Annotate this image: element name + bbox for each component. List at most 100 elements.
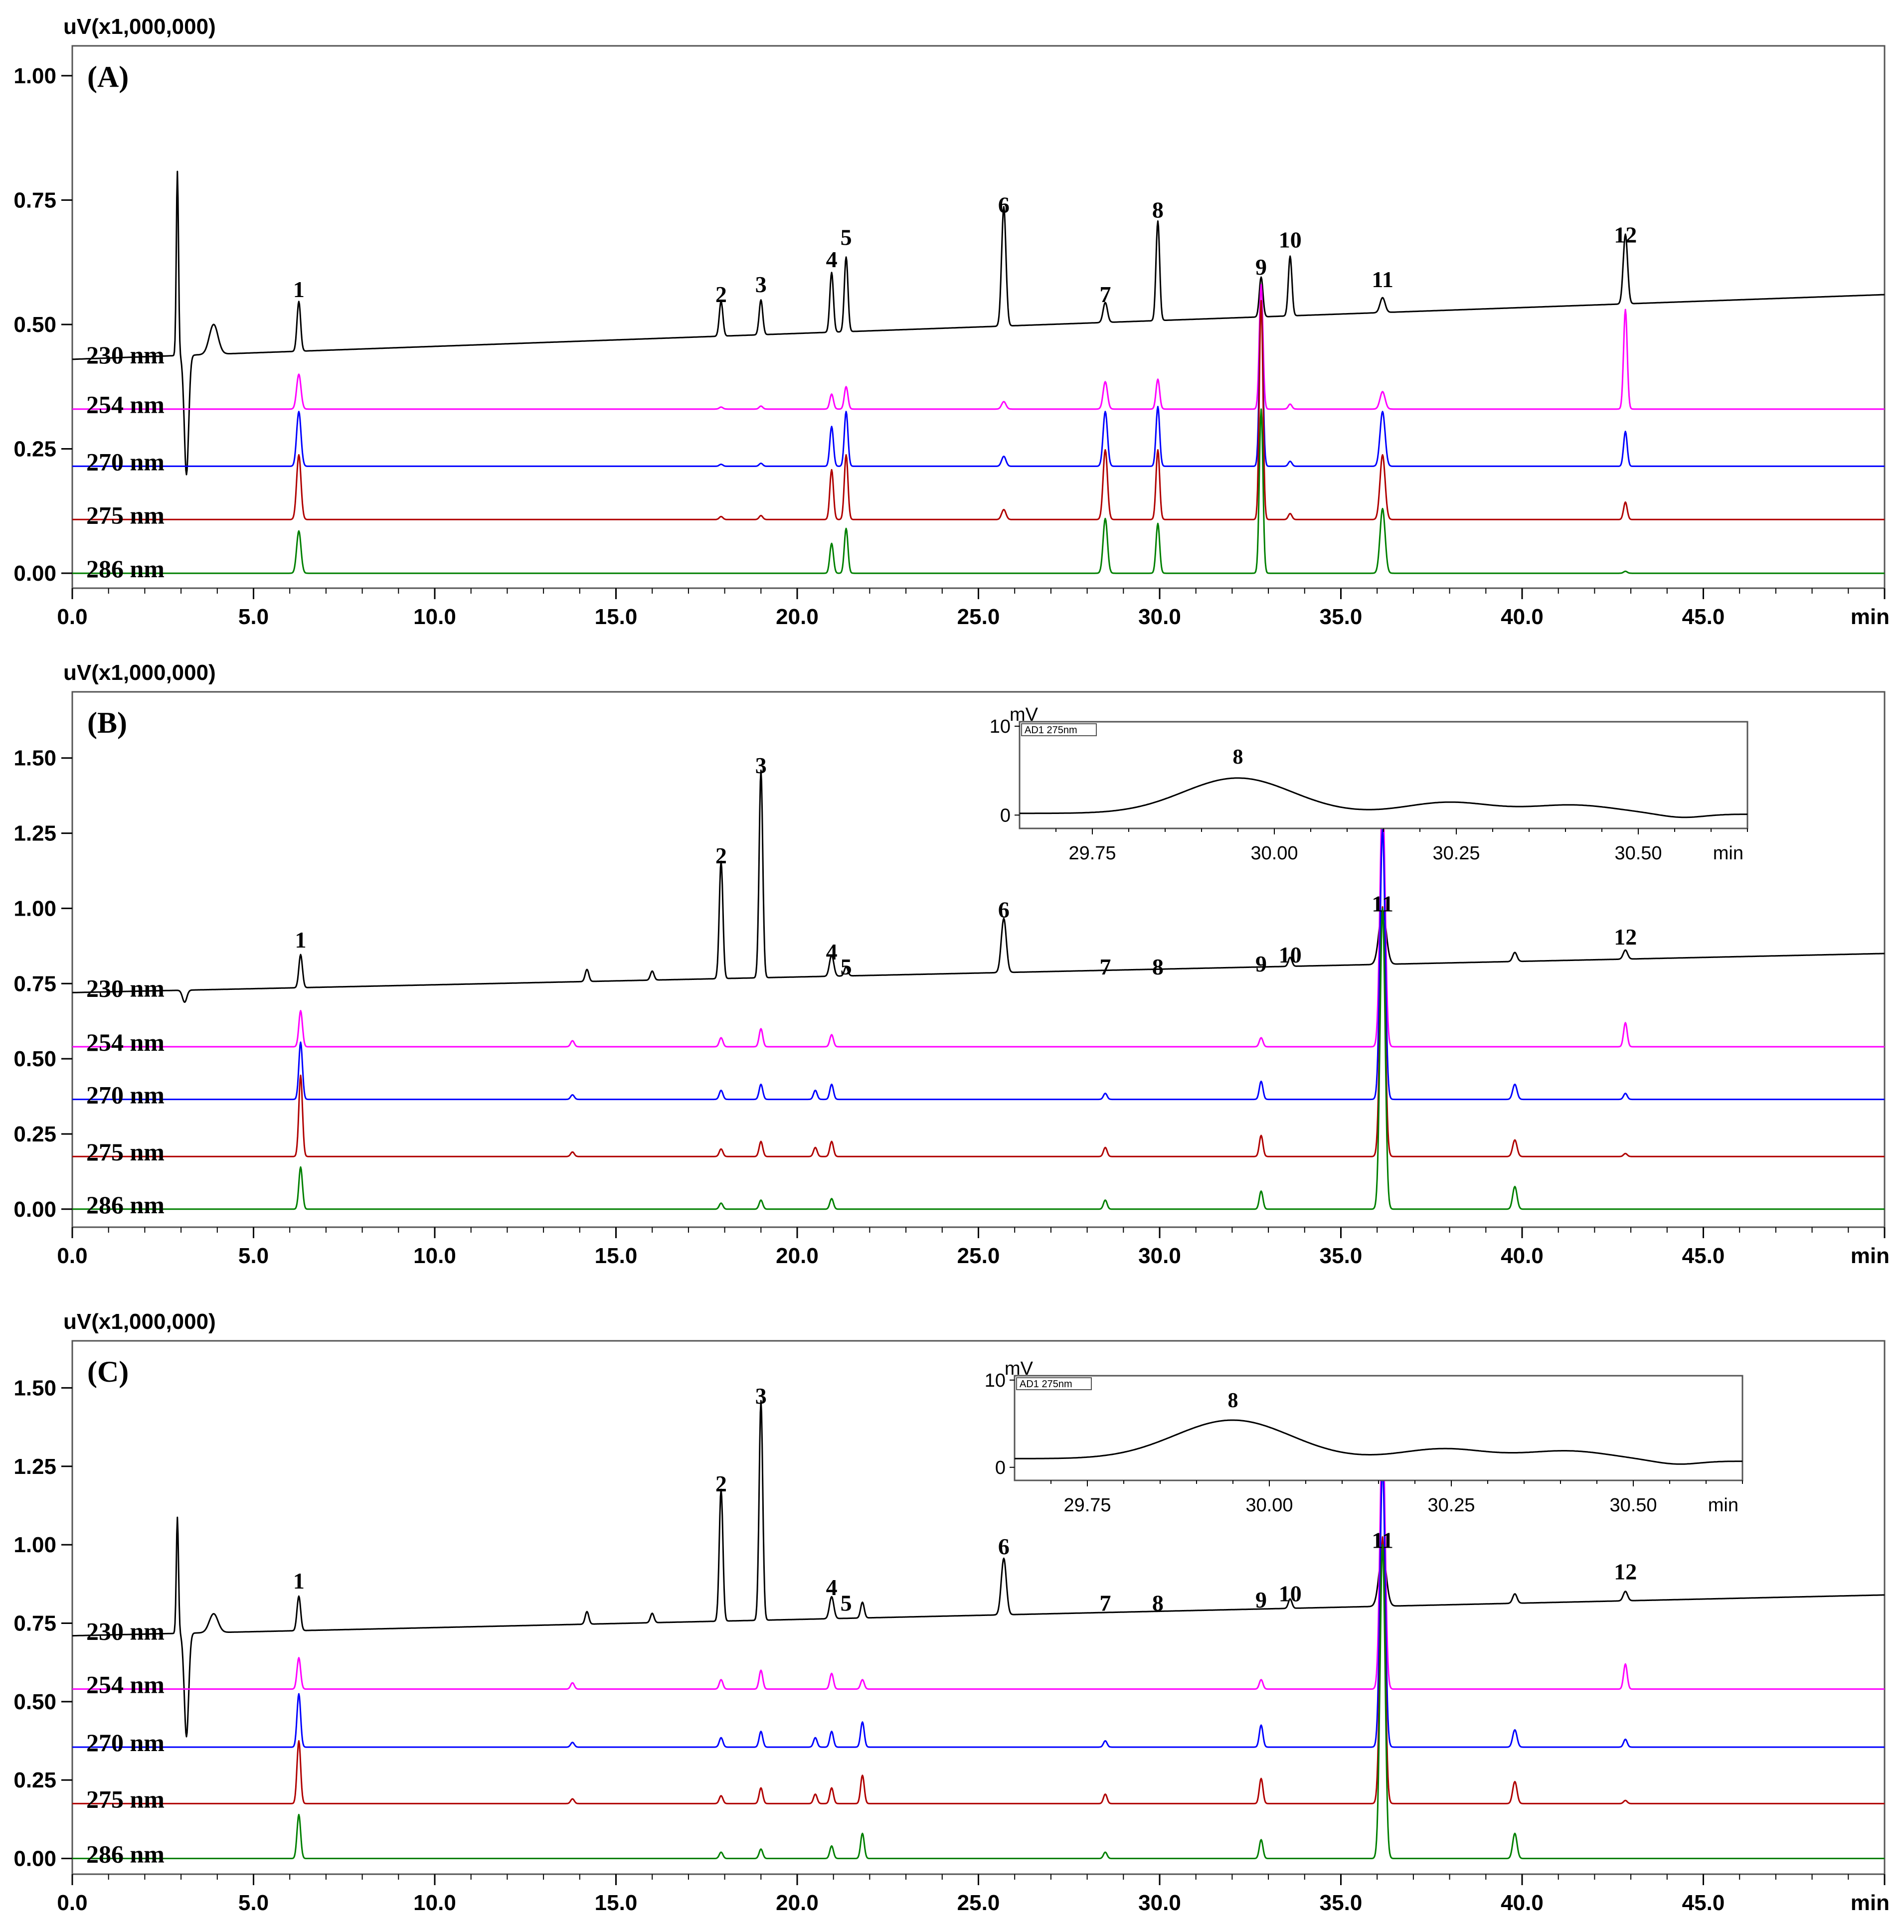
x-tick-label: 5.0 — [238, 1891, 269, 1915]
y-axis-label: uV(x1,000,000) — [63, 660, 216, 685]
y-tick-label: 0.75 — [13, 188, 56, 212]
series-label-275-nm: 275 nm — [86, 1138, 165, 1166]
x-tick-label: 45.0 — [1682, 1244, 1725, 1268]
series-line-270-nm — [72, 1464, 1885, 1748]
peak-label: 4 — [826, 1575, 838, 1600]
x-axis-unit: min — [1851, 605, 1890, 629]
panel-label: (B) — [87, 706, 127, 739]
inset-y-tick-label: 0 — [1000, 805, 1011, 826]
peak-label: 6 — [998, 897, 1010, 923]
peak-label: 4 — [826, 247, 838, 272]
x-tick-label: 20.0 — [776, 1891, 819, 1915]
peak-label: 5 — [841, 954, 852, 979]
peak-label: 8 — [1152, 1590, 1164, 1615]
y-tick-label: 1.00 — [13, 64, 56, 88]
peak-label: 8 — [1152, 197, 1164, 222]
series-label-230-nm: 230 nm — [86, 974, 165, 1002]
series-label-254-nm: 254 nm — [86, 1028, 165, 1056]
peak-label: 3 — [755, 1383, 767, 1409]
x-tick-label: 35.0 — [1320, 605, 1363, 629]
x-tick-label: 40.0 — [1501, 605, 1544, 629]
x-tick-label: 10.0 — [413, 605, 456, 629]
series-label-275-nm: 275 nm — [86, 1785, 165, 1813]
peak-label: 5 — [841, 1590, 852, 1615]
inset-frame — [1014, 1375, 1743, 1481]
inset-x-tick-label: 30.25 — [1427, 1495, 1475, 1516]
y-tick-label: 0.75 — [13, 971, 56, 996]
peak-label: 6 — [998, 1534, 1010, 1559]
peak-label: 2 — [715, 1471, 727, 1496]
inset-x-axis-unit: min — [1708, 1495, 1738, 1516]
peak-label: 1 — [293, 277, 305, 302]
x-tick-label: 45.0 — [1682, 605, 1725, 629]
peak-label: 12 — [1614, 1559, 1637, 1584]
series-label-275-nm: 275 nm — [86, 501, 165, 529]
inset-y-axis-label: mV — [1005, 1358, 1034, 1379]
peak-label: 3 — [755, 272, 767, 297]
x-tick-label: 20.0 — [776, 1244, 819, 1268]
inset-x-tick-label: 30.25 — [1432, 843, 1480, 864]
inset-trace-label-box — [1016, 1377, 1092, 1390]
series-line-230-nm — [72, 1400, 1885, 1738]
peak-label: 4 — [826, 939, 838, 965]
series-line-254-nm — [72, 284, 1885, 410]
inset-x-tick-label: 29.75 — [1063, 1495, 1111, 1516]
series-line-286-nm — [72, 408, 1885, 574]
inset-series-line — [1015, 1419, 1742, 1465]
inset-x-tick-label: 30.00 — [1250, 843, 1298, 864]
peak-label: 9 — [1255, 1587, 1267, 1612]
series-label-254-nm: 254 nm — [86, 1671, 165, 1699]
x-tick-label: 25.0 — [957, 1244, 1000, 1268]
inset-trace-label: AD1 275nm — [1020, 1379, 1072, 1390]
x-tick-label: 40.0 — [1501, 1244, 1544, 1268]
series-line-275-nm — [72, 300, 1885, 520]
peak-label: 7 — [1099, 282, 1111, 307]
peak-label: 10 — [1279, 227, 1302, 252]
series-line-270-nm — [72, 301, 1885, 467]
x-tick-label: 0.0 — [57, 1891, 87, 1915]
x-tick-label: 35.0 — [1320, 1244, 1363, 1268]
peak-label: 5 — [841, 224, 852, 250]
x-tick-label: 15.0 — [595, 1244, 638, 1268]
peak-label: 12 — [1614, 924, 1637, 950]
series-label-230-nm: 230 nm — [86, 1617, 165, 1645]
inset-x-axis-unit: min — [1713, 843, 1743, 864]
peak-label: 7 — [1099, 1590, 1111, 1615]
peak-label: 9 — [1255, 254, 1267, 280]
x-tick-label: 25.0 — [957, 605, 1000, 629]
y-tick-label: 0.50 — [13, 1047, 56, 1071]
inset-y-tick-label: 10 — [990, 716, 1011, 737]
series-line-286-nm — [72, 1544, 1885, 1859]
peak-label: 10 — [1279, 1581, 1302, 1606]
peak-label: 6 — [998, 192, 1010, 217]
series-label-270-nm: 270 nm — [86, 1729, 165, 1757]
peak-label: 9 — [1255, 951, 1267, 976]
y-tick-label: 0.50 — [13, 313, 56, 337]
x-tick-label: 30.0 — [1138, 1244, 1181, 1268]
x-axis-unit: min — [1851, 1891, 1890, 1915]
peak-label: 11 — [1372, 1527, 1393, 1553]
inset-x-tick-label: 30.00 — [1245, 1495, 1293, 1516]
series-line-254-nm — [72, 1422, 1885, 1690]
x-tick-label: 30.0 — [1138, 1891, 1181, 1915]
series-label-270-nm: 270 nm — [86, 448, 165, 476]
y-axis-label: uV(x1,000,000) — [63, 1309, 216, 1334]
x-tick-label: 10.0 — [413, 1244, 456, 1268]
y-tick-label: 1.00 — [13, 896, 56, 921]
x-tick-label: 20.0 — [776, 605, 819, 629]
x-axis-unit: min — [1851, 1244, 1890, 1268]
panel-label: (C) — [87, 1355, 129, 1388]
inset-y-tick-label: 10 — [985, 1370, 1006, 1391]
series-label-286-nm: 286 nm — [86, 1840, 165, 1868]
y-tick-label: 1.25 — [13, 821, 56, 846]
x-tick-label: 5.0 — [238, 605, 269, 629]
inset-x-tick-label: 29.75 — [1068, 843, 1116, 864]
series-line-275-nm — [72, 906, 1885, 1157]
x-tick-label: 25.0 — [957, 1891, 1000, 1915]
inset-peak-label: 8 — [1228, 1389, 1238, 1412]
x-tick-label: 45.0 — [1682, 1891, 1725, 1915]
inset-trace-label: AD1 275nm — [1025, 725, 1077, 736]
y-axis-label: uV(x1,000,000) — [63, 14, 216, 39]
